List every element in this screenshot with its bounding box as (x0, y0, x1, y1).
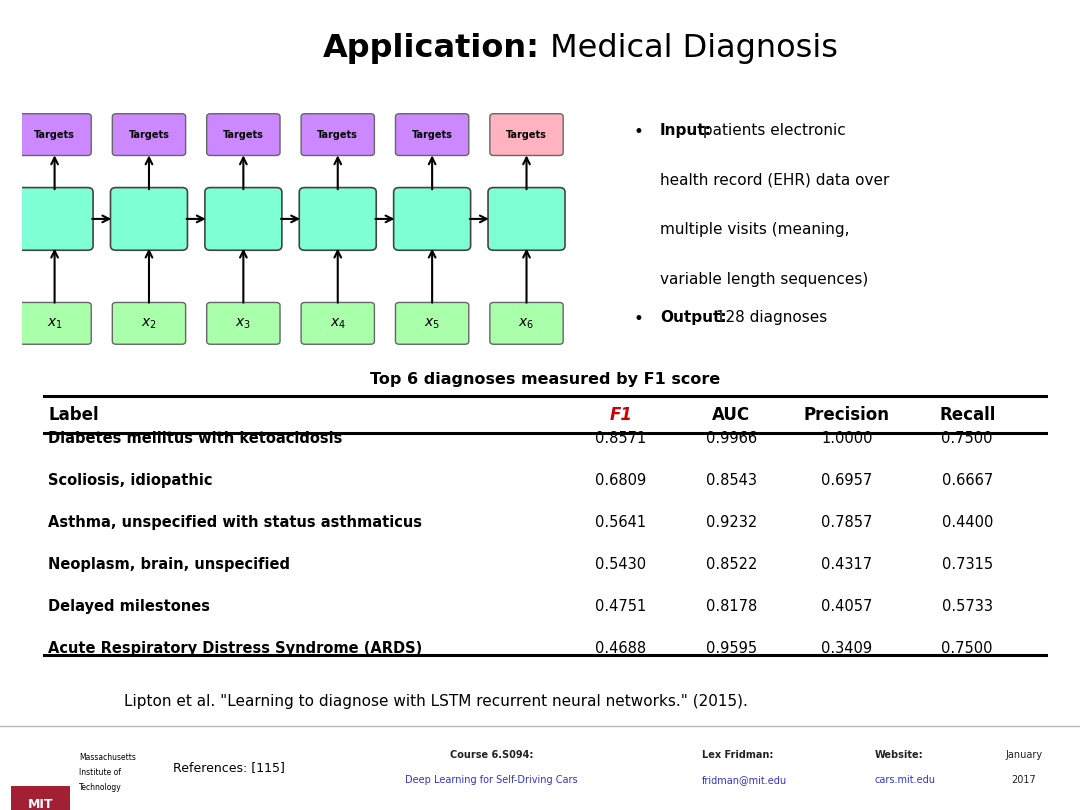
Text: AUC: AUC (712, 406, 751, 424)
Text: Recall: Recall (940, 406, 996, 424)
Text: $x_4$: $x_4$ (329, 316, 346, 330)
Text: Lex Fridman:: Lex Fridman: (702, 750, 773, 760)
Text: $x_3$: $x_3$ (235, 316, 252, 330)
Text: 0.5733: 0.5733 (942, 599, 993, 614)
Text: Technology: Technology (79, 783, 122, 792)
Text: 128 diagnoses: 128 diagnoses (711, 310, 827, 326)
Text: •: • (633, 310, 644, 328)
Text: 0.8522: 0.8522 (705, 557, 757, 572)
FancyBboxPatch shape (11, 787, 70, 810)
Text: 2017: 2017 (1012, 775, 1036, 785)
Text: $x_1$: $x_1$ (46, 316, 63, 330)
Text: F1: F1 (609, 406, 632, 424)
Text: References: [115]: References: [115] (173, 761, 285, 774)
Text: cars.mit.edu: cars.mit.edu (875, 775, 935, 785)
Text: 0.4317: 0.4317 (821, 557, 873, 572)
FancyBboxPatch shape (395, 113, 469, 156)
Text: Lipton et al. "Learning to diagnose with LSTM recurrent neural networks." (2015): Lipton et al. "Learning to diagnose with… (123, 694, 747, 710)
FancyBboxPatch shape (110, 188, 188, 250)
Text: 0.4688: 0.4688 (595, 641, 646, 656)
FancyBboxPatch shape (206, 302, 280, 344)
Text: 1.0000: 1.0000 (821, 432, 873, 446)
Text: 0.8543: 0.8543 (705, 473, 757, 488)
Text: 0.3409: 0.3409 (821, 641, 873, 656)
FancyBboxPatch shape (112, 302, 186, 344)
Text: 0.9966: 0.9966 (705, 432, 757, 446)
Text: 0.8571: 0.8571 (595, 432, 646, 446)
FancyBboxPatch shape (490, 302, 563, 344)
Text: multiple visits (meaning,: multiple visits (meaning, (660, 223, 849, 237)
FancyBboxPatch shape (16, 188, 93, 250)
Text: Targets: Targets (129, 130, 170, 139)
Text: Top 6 diagnoses measured by F1 score: Top 6 diagnoses measured by F1 score (370, 372, 720, 387)
Text: Precision: Precision (804, 406, 890, 424)
Text: Output:: Output: (660, 310, 727, 326)
Text: patients electronic: patients electronic (698, 123, 846, 139)
FancyBboxPatch shape (393, 188, 471, 250)
FancyBboxPatch shape (395, 302, 469, 344)
Text: 0.5430: 0.5430 (595, 557, 646, 572)
FancyBboxPatch shape (112, 113, 186, 156)
Text: Acute Respiratory Distress Syndrome (ARDS): Acute Respiratory Distress Syndrome (ARD… (49, 641, 422, 656)
Text: fridman@mit.edu: fridman@mit.edu (702, 775, 787, 785)
Text: Diabetes mellitus with ketoacidosis: Diabetes mellitus with ketoacidosis (49, 432, 342, 446)
Text: 0.4057: 0.4057 (821, 599, 873, 614)
Text: Scoliosis, idiopathic: Scoliosis, idiopathic (49, 473, 213, 488)
Text: 0.4751: 0.4751 (595, 599, 646, 614)
Text: Targets: Targets (35, 130, 75, 139)
Text: 0.7315: 0.7315 (942, 557, 993, 572)
Text: Asthma, unspecified with status asthmaticus: Asthma, unspecified with status asthmati… (49, 515, 422, 531)
Text: Targets: Targets (318, 130, 359, 139)
FancyBboxPatch shape (490, 113, 563, 156)
Text: •: • (633, 123, 644, 141)
Text: Delayed milestones: Delayed milestones (49, 599, 211, 614)
Text: 0.5641: 0.5641 (595, 515, 646, 531)
Text: 0.6809: 0.6809 (595, 473, 646, 488)
Text: Institute of: Institute of (79, 768, 121, 777)
Text: Targets: Targets (222, 130, 264, 139)
Text: Application:: Application: (323, 32, 540, 64)
Text: health record (EHR) data over: health record (EHR) data over (660, 173, 889, 188)
Text: 0.4400: 0.4400 (942, 515, 993, 531)
FancyBboxPatch shape (488, 188, 565, 250)
Text: 0.6957: 0.6957 (821, 473, 873, 488)
Text: 0.7500: 0.7500 (942, 641, 993, 656)
Text: Targets: Targets (507, 130, 546, 139)
FancyBboxPatch shape (18, 302, 91, 344)
FancyBboxPatch shape (205, 188, 282, 250)
Text: 0.8178: 0.8178 (705, 599, 757, 614)
Text: Medical Diagnosis: Medical Diagnosis (540, 32, 838, 64)
Text: 0.9232: 0.9232 (705, 515, 757, 531)
Text: Massachusetts: Massachusetts (79, 752, 136, 761)
Text: variable length sequences): variable length sequences) (660, 272, 868, 287)
FancyBboxPatch shape (301, 113, 375, 156)
FancyBboxPatch shape (206, 113, 280, 156)
Text: 0.9595: 0.9595 (705, 641, 757, 656)
Text: $x_5$: $x_5$ (424, 316, 441, 330)
Text: Neoplasm, brain, unspecified: Neoplasm, brain, unspecified (49, 557, 291, 572)
Text: Course 6.S094:: Course 6.S094: (449, 750, 534, 760)
FancyBboxPatch shape (299, 188, 376, 250)
Text: Targets: Targets (411, 130, 453, 139)
Text: MIT: MIT (28, 799, 53, 810)
Text: $x_6$: $x_6$ (518, 316, 535, 330)
Text: Label: Label (49, 406, 99, 424)
FancyBboxPatch shape (18, 113, 91, 156)
Text: 0.6667: 0.6667 (942, 473, 993, 488)
Text: Website:: Website: (875, 750, 923, 760)
FancyBboxPatch shape (301, 302, 375, 344)
Text: Input:: Input: (660, 123, 712, 139)
Text: 0.7857: 0.7857 (821, 515, 873, 531)
Text: $x_2$: $x_2$ (141, 316, 157, 330)
Text: Deep Learning for Self-Driving Cars: Deep Learning for Self-Driving Cars (405, 775, 578, 785)
Text: January: January (1005, 750, 1042, 760)
Text: 0.7500: 0.7500 (942, 432, 993, 446)
